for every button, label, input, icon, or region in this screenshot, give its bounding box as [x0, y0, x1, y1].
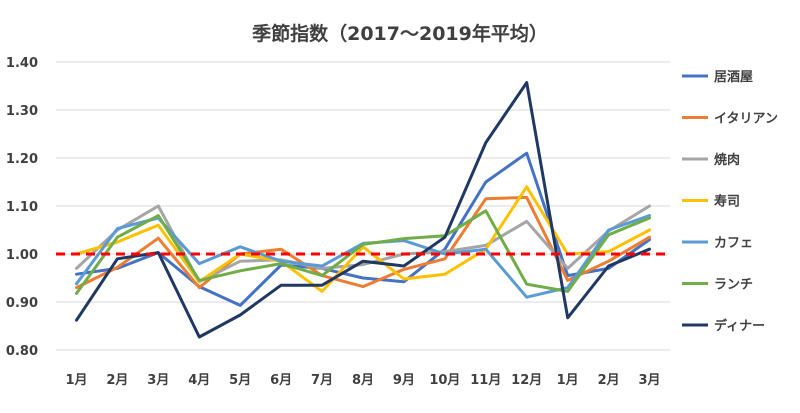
legend-label: ランチ: [714, 278, 753, 293]
y-tick-label: 1.00: [6, 248, 38, 263]
series-line: [75, 81, 651, 339]
y-tick-label: 0.80: [6, 344, 38, 359]
x-tick-label: 3月: [147, 373, 169, 388]
legend-label: イタリアン: [714, 112, 778, 127]
x-tick-label: 10月: [429, 373, 460, 388]
x-tick-label: 5月: [229, 373, 251, 388]
legend-label: 焼肉: [714, 152, 740, 168]
y-tick-label: 0.90: [6, 296, 38, 311]
y-tick-label: 1.10: [6, 200, 38, 215]
y-tick-label: 1.30: [6, 104, 38, 119]
y-tick-label: 1.40: [6, 56, 38, 71]
legend-label: 居酒屋: [714, 70, 753, 85]
x-tick-label: 11月: [470, 373, 501, 388]
axis-labels: 0.80 0.90 1.00 1.10 1.20 1.30 1.40 1月 2月 3月 4月 5月 6月…: [6, 56, 661, 388]
x-tick-label: 1月: [557, 373, 579, 388]
x-tick-label: 9月: [393, 373, 415, 388]
legend-label: ディナー: [714, 318, 765, 334]
chart-title: 季節指数（2017～2019年平均）: [252, 22, 548, 45]
series-line: [75, 209, 651, 295]
x-tick-label: 6月: [270, 373, 292, 388]
legend-label: カフェ: [714, 236, 753, 251]
x-tick-label: 7月: [311, 373, 333, 388]
y-tick-label: 1.20: [6, 152, 38, 167]
x-tick-label: 12月: [511, 373, 542, 388]
x-tick-label: 4月: [188, 373, 210, 388]
x-tick-label: 3月: [639, 373, 661, 388]
legend-label: 寿司: [714, 194, 740, 210]
x-tick-label: 2月: [106, 373, 128, 388]
x-tick-label: 8月: [352, 373, 374, 388]
x-tick-label: 1月: [65, 373, 87, 388]
x-tick-label: 2月: [598, 373, 620, 388]
